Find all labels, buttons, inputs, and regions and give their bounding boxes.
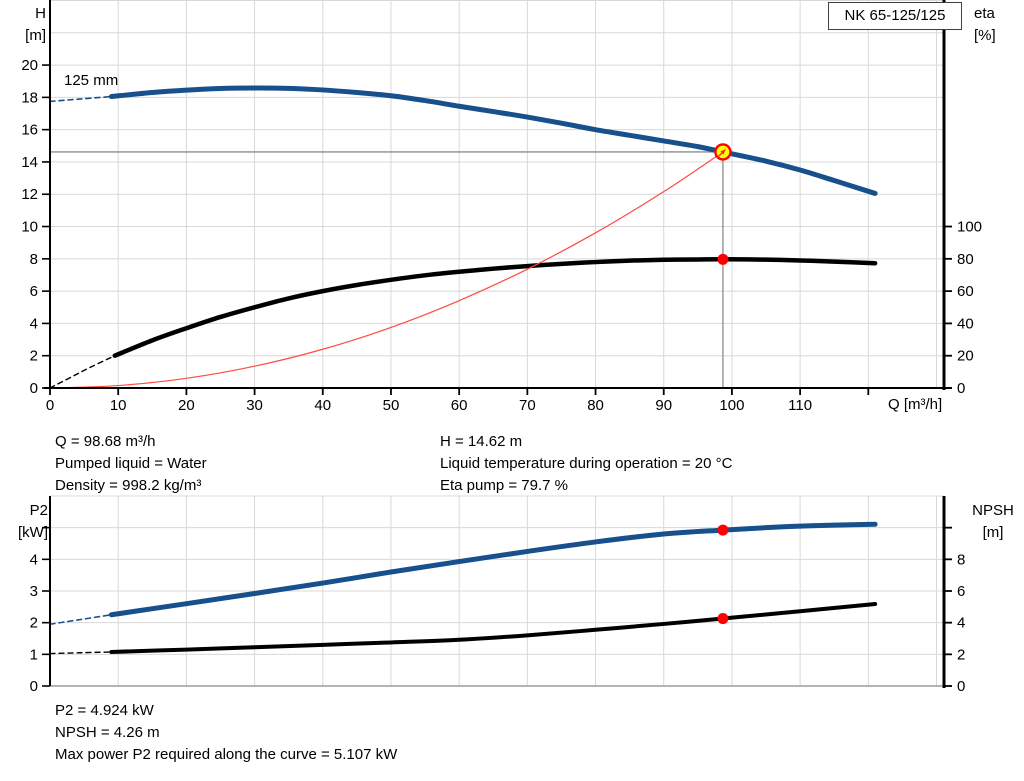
h-axis-title: H [m] bbox=[25, 5, 46, 44]
info-density: Density = 998.2 kg/m³ bbox=[55, 477, 202, 494]
eta-curve bbox=[112, 257, 878, 358]
results-panel: P2 = 4.924 kW NPSH = 4.26 m Max power P2… bbox=[55, 700, 397, 766]
y-left-tick-label: 4 bbox=[30, 315, 38, 332]
x-tick-label: 60 bbox=[451, 397, 468, 414]
x-tick-label: 110 bbox=[788, 397, 812, 414]
y-left-tick-label: 14 bbox=[21, 154, 38, 171]
x-tick-label: 10 bbox=[110, 397, 127, 414]
x-tick-label: 50 bbox=[383, 397, 400, 414]
npsh-curve bbox=[109, 601, 878, 654]
y-left-tick-label: 2 bbox=[30, 348, 38, 365]
result-max-power: Max power P2 required along the curve = … bbox=[55, 746, 398, 763]
x-tick-label: 100 bbox=[719, 397, 744, 414]
y-left-tick-label: 3 bbox=[30, 583, 38, 600]
y-right-tick-label: 4 bbox=[957, 615, 965, 632]
y-right-tick-label: 0 bbox=[957, 678, 965, 695]
y-left-tick-label: 0 bbox=[30, 380, 38, 397]
y-left-tick-label: 1 bbox=[30, 646, 38, 663]
y-right-tick-label: 6 bbox=[957, 583, 965, 600]
bottom-chart: 0 1 2 3 4 0 2 4 6 8 bbox=[30, 495, 965, 695]
impeller-size-label: 125 mm bbox=[64, 72, 119, 89]
y-left-tick-label: 18 bbox=[21, 89, 38, 106]
x-tick-label: 0 bbox=[46, 397, 54, 414]
y-left-tick-label: 0 bbox=[30, 678, 38, 695]
info-head: H = 14.62 m bbox=[440, 433, 523, 450]
result-npsh: NPSH = 4.26 m bbox=[55, 724, 160, 741]
pump-type-badge: NK 65-125/125 bbox=[828, 2, 962, 30]
p2-axis-title: P2 [kW] bbox=[18, 502, 48, 541]
info-liquid-temperature: Liquid temperature during operation = 20… bbox=[440, 455, 733, 472]
top-chart: 0 10 20 30 40 50 60 70 80 90 100 110 0 2 4 6 8 10 12 14 16 18… bbox=[21, 0, 982, 414]
eta-point-marker bbox=[717, 253, 729, 265]
x-tick-label: 80 bbox=[587, 397, 604, 414]
h-curve-lead bbox=[49, 95, 113, 103]
y-right-tick-label: 0 bbox=[957, 380, 965, 397]
q-axis-title: Q [m³/h] bbox=[888, 396, 943, 413]
y-right-tick-label: 60 bbox=[957, 283, 974, 300]
y-left-tick-label: 10 bbox=[21, 219, 38, 236]
x-tick-label: 20 bbox=[178, 397, 195, 414]
y-right-tick-label: 8 bbox=[957, 551, 965, 568]
y-left-tick-label: 4 bbox=[30, 551, 38, 568]
npsh-curve-lead bbox=[49, 651, 113, 655]
y-left-tick-label: 16 bbox=[21, 122, 38, 139]
info-eta-pump: Eta pump = 79.7 % bbox=[440, 477, 568, 494]
y-left-tick-label: 12 bbox=[21, 186, 38, 203]
x-tick-label: 90 bbox=[655, 397, 672, 414]
result-p2: P2 = 4.924 kW bbox=[55, 702, 154, 719]
y-left-tick-label: 20 bbox=[21, 57, 38, 74]
y-left-tick-label: 8 bbox=[30, 251, 38, 268]
p2-point-marker bbox=[717, 524, 729, 536]
npsh-axis-title: NPSH [m] bbox=[972, 502, 1014, 541]
eta-axis-title: eta [%] bbox=[974, 5, 996, 44]
x-tick-label: 70 bbox=[519, 397, 536, 414]
system-curve bbox=[49, 151, 724, 389]
eta-curve-lead bbox=[49, 355, 116, 389]
info-pumped-liquid: Pumped liquid = Water bbox=[55, 455, 207, 472]
duty-point-arrow-icon bbox=[720, 148, 726, 155]
npsh-point-marker bbox=[717, 613, 729, 625]
y-right-tick-label: 40 bbox=[957, 315, 974, 332]
info-flow: Q = 98.68 m³/h bbox=[55, 433, 156, 450]
p2-curve bbox=[108, 521, 878, 618]
y-left-tick-label: 2 bbox=[30, 615, 38, 632]
y-right-tick-label: 80 bbox=[957, 251, 974, 268]
y-left-tick-label: 6 bbox=[30, 283, 38, 300]
y-right-tick-label: 100 bbox=[957, 219, 982, 236]
h-curve bbox=[108, 85, 878, 196]
y-right-tick-label: 20 bbox=[957, 348, 974, 365]
p2-curve-lead bbox=[49, 613, 113, 626]
x-tick-label: 30 bbox=[246, 397, 263, 414]
y-right-tick-label: 2 bbox=[957, 646, 965, 663]
x-tick-label: 40 bbox=[314, 397, 331, 414]
